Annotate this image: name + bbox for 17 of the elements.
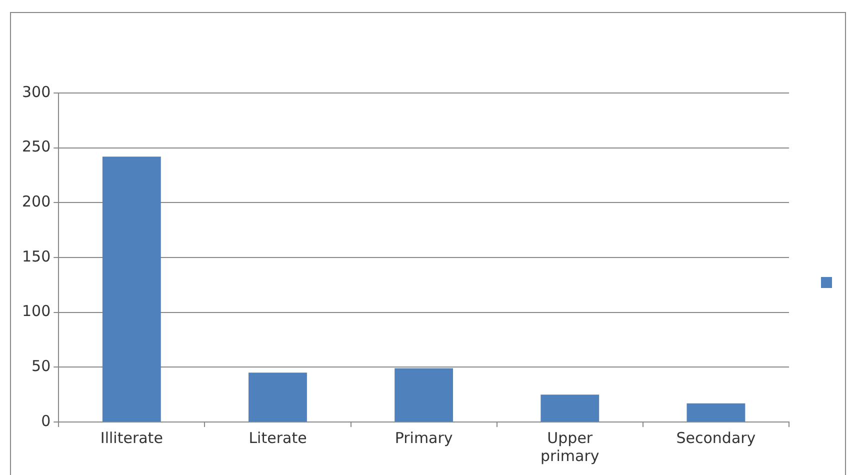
x-tick-label: Primary — [394, 428, 453, 447]
x-tick-label: Upper primary — [540, 428, 600, 465]
y-tick-label: 200 — [22, 192, 51, 211]
x-tick-label: Illiterate — [100, 428, 163, 447]
bar — [686, 403, 746, 422]
y-tick-label: 300 — [22, 82, 51, 101]
y-tick-label: 150 — [22, 247, 51, 266]
bar — [540, 394, 600, 422]
y-tick-label: 250 — [22, 138, 51, 156]
x-tick-label: Literate — [248, 428, 307, 447]
y-tick-label: 100 — [22, 302, 51, 320]
y-tick-label: 50 — [32, 357, 51, 376]
bar — [248, 372, 307, 422]
x-tick-label: Secondary — [676, 428, 756, 447]
bar — [394, 368, 454, 422]
y-tick-label: 0 — [41, 412, 51, 430]
bar — [102, 156, 161, 422]
